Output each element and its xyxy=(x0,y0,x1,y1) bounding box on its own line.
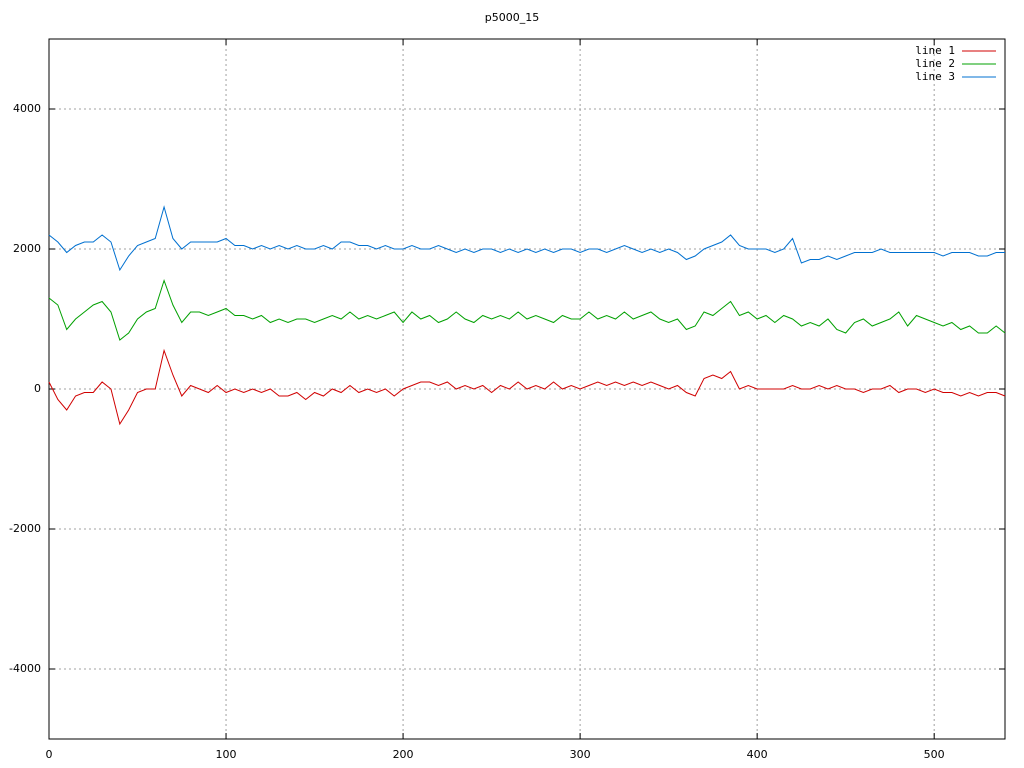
x-tick-label: 300 xyxy=(570,748,591,761)
x-tick-label: 200 xyxy=(393,748,414,761)
chart-title: p5000_15 xyxy=(485,11,539,24)
series-line xyxy=(48,205,1005,272)
legend-label: line 3 xyxy=(915,70,955,83)
legend-label: line 1 xyxy=(915,44,955,57)
x-tick-label: 500 xyxy=(924,748,945,761)
y-tick-label: -2000 xyxy=(9,522,41,535)
x-tick-label: 0 xyxy=(46,748,53,761)
x-tick-label: 100 xyxy=(216,748,237,761)
y-tick-label: 2000 xyxy=(13,242,41,255)
series-line xyxy=(48,278,1006,341)
y-tick-label: -4000 xyxy=(9,662,41,675)
series-line xyxy=(48,348,1006,426)
x-tick-label: 400 xyxy=(747,748,768,761)
y-tick-label: 0 xyxy=(34,382,41,395)
y-tick-label: 4000 xyxy=(13,102,41,115)
plot-frame xyxy=(48,38,1006,740)
legend-label: line 2 xyxy=(915,57,955,70)
